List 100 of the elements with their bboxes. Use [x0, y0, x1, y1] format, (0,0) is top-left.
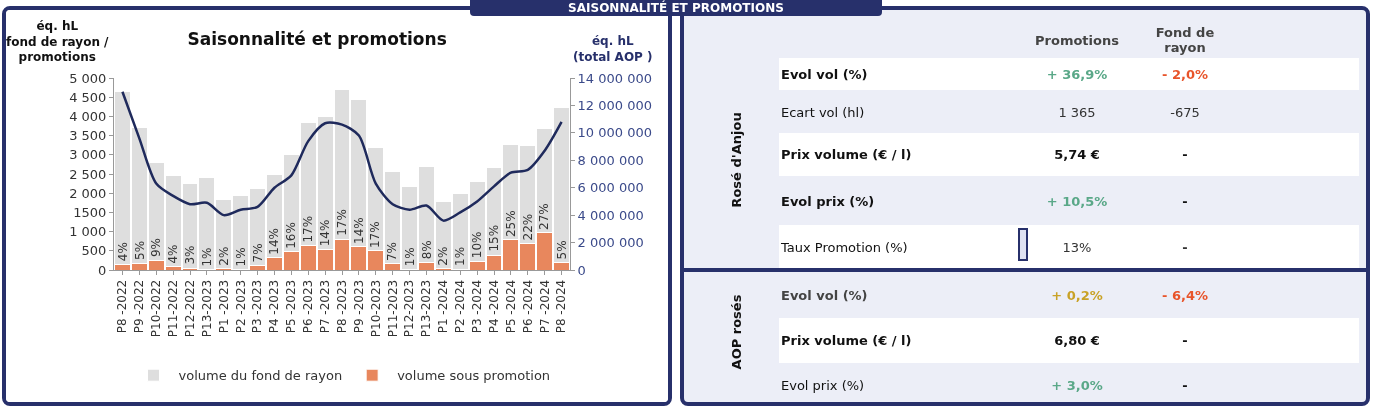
- x-tick-label: P8 -2024: [554, 279, 569, 334]
- text: -: [1182, 193, 1188, 209]
- annotation: 10%: [470, 231, 485, 259]
- y-tick-label: 5 000: [69, 70, 107, 86]
- y-tick-label: 4 000: [69, 108, 107, 124]
- x-tick-label: P4 -2024: [486, 279, 501, 334]
- annotation: 5%: [132, 240, 147, 260]
- annotation: 7%: [250, 243, 265, 263]
- text: 5,74 €: [1054, 146, 1100, 162]
- y2-tick-label: 0: [577, 262, 586, 278]
- category-label: Taux Promotion (%): [781, 239, 908, 255]
- annotation: 25%: [503, 210, 518, 238]
- text: 6,80 €: [1054, 332, 1100, 348]
- text: -: [1182, 239, 1188, 255]
- x-tick-label: P1 -2024: [436, 279, 451, 334]
- x-tick-label: P1 -2023: [216, 279, 231, 334]
- annotation: 2%: [216, 246, 231, 266]
- text: -: [1182, 377, 1188, 393]
- chart-title: Saisonnalité et promotions: [187, 29, 447, 50]
- y-axis-title: éq. hL fond de rayon / promotions: [6, 19, 110, 65]
- annotation: 17%: [368, 221, 383, 249]
- category-label: Evol vol (%): [781, 287, 868, 303]
- text: 1 365: [1058, 104, 1096, 120]
- annotation: 16%: [283, 222, 298, 249]
- legend-label: volume du fond de rayon: [178, 368, 343, 384]
- x-tick-label: P4 -2023: [267, 279, 282, 334]
- text: - 2,0%: [1162, 66, 1208, 82]
- annotation: 9%: [149, 238, 164, 258]
- text: 13%: [1062, 239, 1092, 255]
- annotation: 27%: [537, 203, 552, 230]
- annotation: 7%: [385, 241, 400, 262]
- y-tick-label: 2 500: [69, 166, 107, 182]
- annotation: 1%: [402, 247, 417, 267]
- text: SAISONNALITÉ ET PROMOTIONS: [470, 0, 882, 16]
- x-tick-label: P6 -2023: [301, 279, 316, 334]
- annotation: 1%: [200, 247, 215, 267]
- annotation: 2%: [435, 246, 450, 266]
- annotation: 14%: [317, 219, 332, 247]
- x-tick-label: P12-2022: [182, 279, 197, 338]
- x-tick-label: P7 -2024: [537, 279, 552, 334]
- x-tick-label: P7 -2023: [318, 279, 333, 334]
- annotation: 8%: [419, 240, 434, 260]
- text: -: [1182, 146, 1188, 162]
- text: + 3,0%: [1051, 377, 1103, 393]
- y-tick-label: 0: [98, 262, 107, 278]
- annotation: 3%: [183, 245, 198, 265]
- y2-axis-title: éq. hL (total AOP ): [573, 34, 653, 64]
- x-tick-label: P10-2023: [368, 279, 383, 338]
- category-label: Evol prix (%): [781, 193, 875, 209]
- x-tick-label: P11-2023: [385, 279, 400, 338]
- text: -675: [1170, 104, 1200, 120]
- x-tick-label: P11-2022: [166, 279, 181, 338]
- legend-label: volume sous promotion: [397, 368, 551, 384]
- category-label: Evol vol (%): [781, 66, 868, 82]
- x-tick-label: P10-2022: [149, 279, 164, 338]
- y-tick-label: 500: [81, 243, 107, 259]
- x-tick-label: P3 -2024: [470, 279, 485, 334]
- annotation: 4%: [165, 244, 180, 264]
- y-tick-label: 4 500: [69, 89, 107, 105]
- text: + 10,5%: [1046, 193, 1108, 209]
- x-tick-label: P13-2023: [419, 279, 434, 338]
- y-tick-label: 1 000: [69, 224, 107, 240]
- category-label: Fond de rayon: [1154, 25, 1216, 55]
- text: -: [1182, 332, 1188, 348]
- y-tick-label: 1500: [73, 204, 107, 220]
- annotation: 5%: [554, 240, 569, 260]
- x-tick-label: P8 -2022: [115, 279, 130, 334]
- annotation: 22%: [521, 213, 536, 241]
- x-tick-label: P5 -2024: [503, 279, 518, 334]
- y-tick-label: 3 000: [69, 147, 107, 163]
- y2-tick-label: 6 000 000: [577, 180, 644, 196]
- annotation: 14%: [351, 217, 366, 244]
- category-label: Promotions: [1034, 32, 1120, 48]
- x-tick-label: P8 -2023: [334, 279, 349, 334]
- text: Rosé d'Anjou: [728, 112, 744, 208]
- x-tick-label: P3 -2023: [250, 279, 265, 334]
- y2-tick-label: 4 000 000: [577, 207, 644, 223]
- x-tick-label: P2 -2024: [453, 279, 468, 334]
- x-tick-label: P9 -2022: [132, 279, 147, 334]
- annotation: 17%: [335, 209, 350, 236]
- x-tick-label: P6 -2024: [520, 279, 535, 334]
- text: + 36,9%: [1046, 66, 1108, 82]
- annotation: 1%: [233, 247, 248, 267]
- category-label: Evol prix (%): [781, 377, 865, 393]
- text: - 6,4%: [1162, 287, 1208, 303]
- y2-tick-label: 14 000 000: [577, 70, 653, 86]
- y-tick-label: 3 500: [69, 128, 107, 144]
- y-tick-label: 2 000: [69, 185, 107, 201]
- x-tick-label: P12-2023: [402, 279, 417, 338]
- y2-tick-label: 8 000 000: [577, 152, 644, 168]
- x-tick-label: P5 -2023: [284, 279, 299, 334]
- text: AOP rosés: [728, 294, 744, 370]
- category-label: Prix volume (€ / l): [781, 332, 912, 348]
- annotation: 15%: [487, 224, 502, 252]
- annotation: 14%: [267, 227, 282, 255]
- annotation: 1%: [453, 246, 468, 266]
- x-tick-label: P13-2023: [199, 279, 214, 338]
- x-tick-label: P9 -2023: [351, 279, 366, 334]
- annotation: 17%: [300, 215, 315, 243]
- x-tick-label: P2 -2023: [233, 279, 248, 334]
